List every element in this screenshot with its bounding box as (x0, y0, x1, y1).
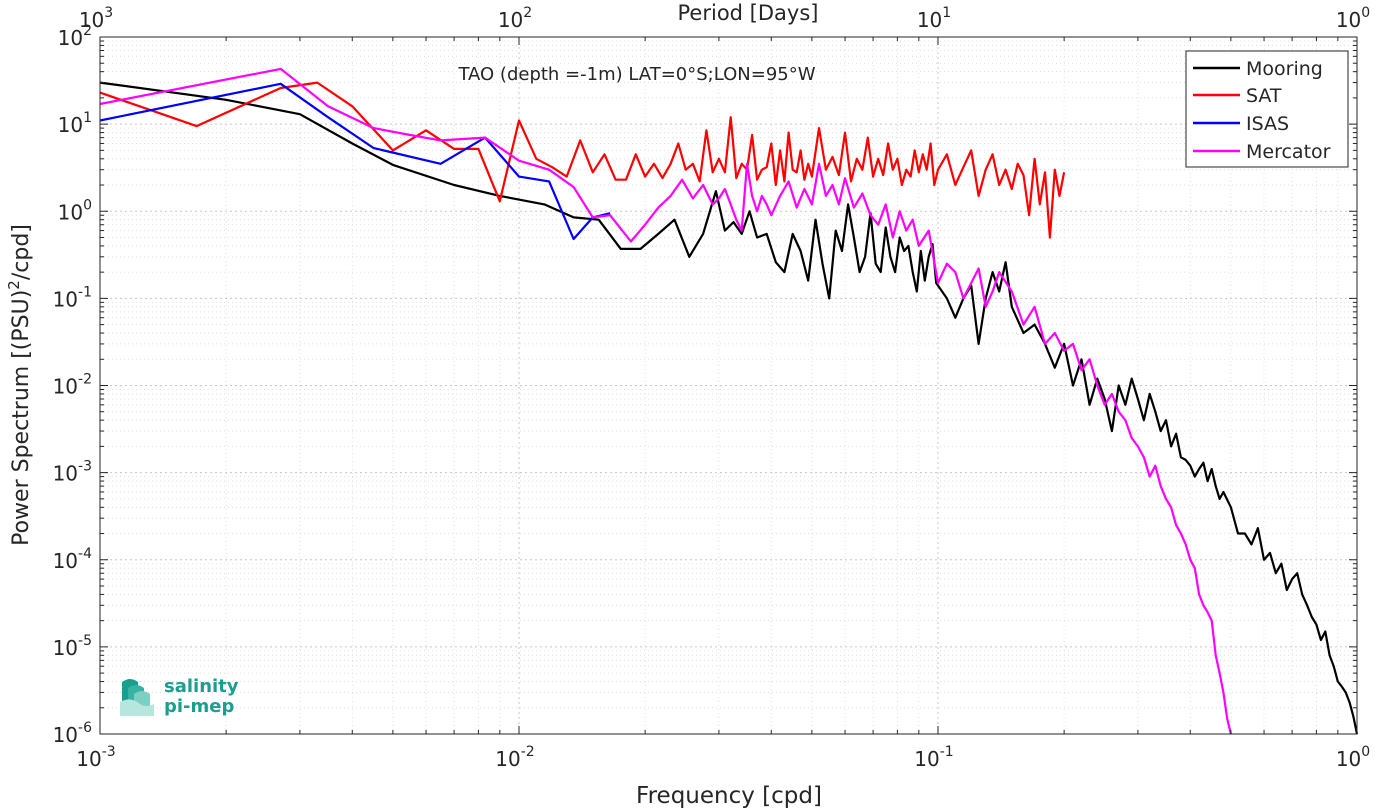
top-x-tick-label-base: 10 (498, 8, 523, 32)
legend-entry-mercator: Mercator (1193, 141, 1331, 163)
legend-entry-isas: ISAS (1193, 113, 1289, 135)
top-x-tick-labels: 103 102 101 100 (79, 5, 1370, 32)
y-tick-label: 100 (58, 197, 92, 224)
x-tick-label-base: 10 (1336, 747, 1361, 771)
y-axis-label-exponent: 2 (5, 280, 23, 290)
top-x-axis-label: Period [Days] (678, 1, 819, 25)
top-x-tick-label: 101 (917, 5, 951, 32)
logo-waves-icon (120, 679, 154, 716)
x-tick-label-exponent: -1 (940, 744, 954, 760)
y-tick-label: 10-1 (53, 284, 92, 311)
salinity-pi-mep-logo: salinity pi-mep (120, 676, 239, 717)
y-tick-label-base: 10 (53, 462, 78, 486)
y-tick-label-exponent: -1 (78, 284, 92, 300)
top-x-tick-label-base: 10 (79, 8, 104, 32)
grid (99, 36, 1358, 735)
y-axis-label: Power Spectrum [(PSU)2/cpd] (5, 224, 34, 546)
y-tick-label: 102 (58, 23, 92, 50)
top-x-tick-label-exponent: 1 (942, 5, 951, 21)
legend-entry-mooring: Mooring (1193, 58, 1323, 80)
y-tick-label-exponent: -6 (78, 720, 92, 736)
top-x-tick-label-exponent: 2 (523, 5, 532, 21)
y-tick-label-exponent: -2 (78, 372, 92, 388)
chart-title: TAO (depth =-1m) LAT=0°S;LON=95°W (457, 64, 815, 85)
x-tick-label-base: 10 (914, 747, 939, 771)
y-tick-label-exponent: -3 (78, 459, 92, 475)
x-axis-label: Frequency [cpd] (636, 783, 822, 809)
y-tick-label-base: 10 (53, 375, 78, 399)
y-tick-label-exponent: 1 (83, 110, 92, 126)
x-tick-label: 10-3 (76, 744, 115, 771)
x-tick-label-exponent: 0 (1361, 744, 1370, 760)
top-x-tick-label: 103 (79, 5, 113, 32)
y-tick-label-exponent: 2 (83, 23, 92, 39)
legend-label-mooring: Mooring (1246, 58, 1323, 80)
y-tick-label: 10-6 (53, 720, 93, 747)
y-tick-label-exponent: -4 (78, 546, 92, 562)
legend-entry-sat: SAT (1193, 85, 1282, 107)
y-tick-label: 10-3 (53, 459, 92, 486)
y-tick-label-base: 10 (58, 26, 83, 50)
x-tick-label-base: 10 (76, 747, 101, 771)
x-tick-label-base: 10 (495, 747, 520, 771)
legend-label-mercator: Mercator (1246, 141, 1331, 163)
plot-area (100, 37, 1357, 734)
top-x-tick-label-exponent: 3 (104, 5, 113, 21)
y-tick-label-exponent: 0 (83, 197, 92, 213)
x-tick-label-exponent: -3 (102, 744, 116, 760)
top-x-tick-label-base: 10 (917, 8, 942, 32)
y-tick-label-base: 10 (53, 636, 78, 660)
tick-marks (99, 36, 1358, 735)
logo-text-line1: salinity (164, 676, 239, 697)
series-line-mercator (99, 67, 1232, 735)
series-lines (99, 67, 1359, 735)
y-tick-label-exponent: -5 (78, 633, 92, 649)
y-tick-label-base: 10 (53, 723, 78, 747)
y-tick-label-base: 10 (58, 113, 83, 137)
series-line-sat (99, 81, 1066, 239)
y-tick-label: 10-5 (53, 633, 92, 660)
x-tick-label: 100 (1336, 744, 1370, 771)
y-tick-label-base: 10 (53, 549, 78, 573)
y-tick-label-base: 10 (58, 200, 83, 224)
top-x-tick-label: 102 (498, 5, 532, 32)
x-tick-label: 10-2 (495, 744, 534, 771)
x-tick-label-exponent: -2 (521, 744, 535, 760)
y-tick-label: 101 (58, 110, 92, 137)
y-tick-label: 10-2 (53, 372, 92, 399)
legend-box (1185, 50, 1349, 168)
x-tick-labels: 10-3 10-2 10-1 100 (76, 744, 1370, 771)
y-tick-label-base: 10 (53, 287, 78, 311)
x-tick-label: 10-1 (914, 744, 953, 771)
legend-label-isas: ISAS (1246, 113, 1289, 135)
top-x-tick-label: 100 (1336, 5, 1370, 32)
legend-label-sat: SAT (1246, 85, 1282, 107)
logo-text-line2: pi-mep (164, 696, 234, 717)
top-x-tick-label-exponent: 0 (1361, 5, 1370, 21)
top-x-tick-label-base: 10 (1336, 8, 1361, 32)
y-axis-label-tail: /cpd] (9, 224, 34, 280)
y-axis-label-main: Power Spectrum [(PSU) (9, 290, 34, 546)
y-tick-label: 10-4 (53, 546, 93, 573)
legend: Mooring SAT ISAS Mercator (1185, 50, 1349, 168)
